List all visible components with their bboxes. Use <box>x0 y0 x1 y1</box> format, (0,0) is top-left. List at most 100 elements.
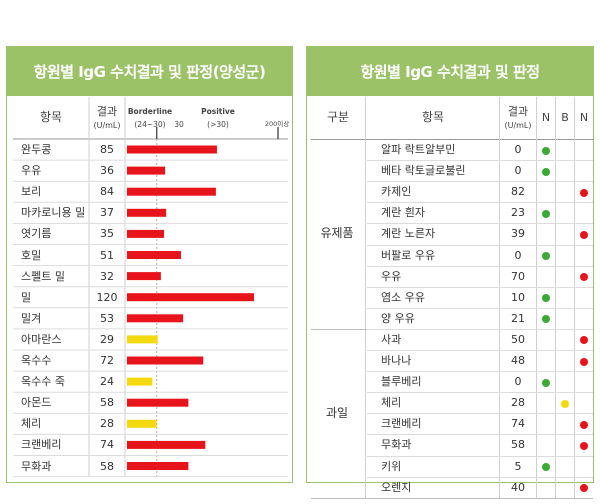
item-label: 사과 <box>381 332 402 346</box>
result-dot <box>542 252 550 261</box>
category-label: 엿기름 <box>21 227 52 241</box>
tick-30-label: 30 <box>174 120 184 129</box>
n-header-1: N <box>541 111 551 124</box>
value-label: 85 <box>100 143 114 156</box>
item-header-right: 항목 <box>421 110 445 124</box>
header-divider <box>311 139 593 140</box>
borderline-range: (24~30) <box>134 120 166 129</box>
result-dot <box>580 357 588 366</box>
item-label: 오렌지 <box>381 480 412 494</box>
value-label: 58 <box>100 459 114 473</box>
row-divider <box>367 350 593 351</box>
result-header-right-line2: (U/mL) <box>504 121 532 130</box>
data-bar <box>127 166 166 175</box>
column-divider <box>499 97 500 498</box>
item-label: 우유 <box>381 269 402 283</box>
item-label: 블루베리 <box>381 375 422 389</box>
value-label: 74 <box>511 417 525 431</box>
value-label: 0 <box>514 375 522 389</box>
igg-positive-chart-panel: 항원별 IgG 수치결과 및 판정(양성군) 항목 결과 (U/mL) Bord… <box>6 46 293 483</box>
value-label: 0 <box>514 248 522 262</box>
result-dot <box>580 336 588 345</box>
value-label: 53 <box>100 311 114 325</box>
item-label: 체리 <box>381 396 402 410</box>
value-label: 36 <box>100 164 114 178</box>
bar-chart <box>13 97 288 478</box>
value-label: 32 <box>100 269 114 283</box>
result-dot <box>542 315 550 324</box>
category-label: 옥수수 <box>21 354 52 367</box>
value-label: 10 <box>511 290 525 304</box>
value-label: 58 <box>511 438 525 452</box>
result-dot <box>580 484 588 493</box>
data-bar <box>127 462 189 470</box>
item-label: 무화과 <box>381 438 412 452</box>
item-label: 염소 우유 <box>381 290 425 304</box>
data-bar <box>127 398 189 407</box>
result-header-right-line1: 결과 <box>507 105 529 118</box>
result-dot <box>542 463 550 472</box>
value-label: 74 <box>100 438 114 452</box>
item-header: 항목 <box>39 110 63 124</box>
category-label: 보리 <box>21 185 42 199</box>
category-label: 무화과 <box>21 459 52 473</box>
category-label: 아몬드 <box>21 396 52 410</box>
result-dot <box>580 441 588 450</box>
result-dot <box>580 188 588 197</box>
category-label: 호밀 <box>21 248 42 262</box>
column-divider <box>365 97 366 498</box>
value-label: 40 <box>511 480 525 494</box>
category-label: 우유 <box>21 164 42 178</box>
b-header: B <box>561 111 569 124</box>
category-label: 완두콩 <box>21 143 52 156</box>
row-divider <box>367 371 593 373</box>
item-label: 양 우유 <box>381 311 415 325</box>
value-label: 0 <box>514 143 522 156</box>
value-label: 70 <box>511 269 525 283</box>
data-bar <box>127 251 181 259</box>
value-label: 23 <box>511 206 525 220</box>
data-bar <box>127 229 165 238</box>
category-label: 스펠트 밀 <box>21 269 65 283</box>
row-divider <box>367 265 593 267</box>
data-bar <box>127 419 157 428</box>
result-header-line1: 결과 <box>96 105 118 118</box>
row-divider <box>367 392 593 394</box>
value-label: 48 <box>511 354 525 367</box>
category-label: 체리 <box>21 417 42 431</box>
value-label: 39 <box>511 227 525 241</box>
item-label: 계란 노른자 <box>381 227 436 241</box>
item-label: 계란 흰자 <box>381 206 425 220</box>
item-label: 버팔로 우유 <box>381 248 436 262</box>
group-label: 과일 <box>325 405 349 420</box>
item-label: 바나나 <box>381 354 412 367</box>
item-label: 알파 락트알부민 <box>381 143 456 156</box>
value-label: 120 <box>96 290 118 304</box>
result-header-line2: (U/mL) <box>93 121 121 130</box>
row-divider <box>367 455 593 457</box>
value-label: 50 <box>511 332 525 346</box>
data-bar <box>127 272 161 281</box>
result-dot <box>542 146 550 155</box>
value-label: 24 <box>100 375 114 389</box>
row-divider <box>367 244 593 246</box>
value-label: 72 <box>100 354 114 367</box>
item-label: 베타 락토글로불린 <box>381 164 466 178</box>
row-divider <box>367 223 593 225</box>
value-label: 35 <box>100 227 114 241</box>
row-divider <box>367 307 593 309</box>
value-label: 84 <box>100 185 114 199</box>
data-bar <box>127 187 216 196</box>
result-dot <box>542 378 550 387</box>
result-dot <box>542 294 550 303</box>
positive-range: (>30) <box>207 120 229 129</box>
row-divider <box>367 476 593 478</box>
result-dot <box>580 230 588 239</box>
value-label: 51 <box>100 248 114 262</box>
igg-result-table-panel: 항원별 IgG 수치결과 및 판정 구분 항목 결과 (U/mL) N B N … <box>306 46 594 499</box>
column-divider <box>574 97 575 498</box>
row-divider <box>367 181 593 183</box>
item-label: 카제인 <box>381 185 412 199</box>
data-bar <box>127 208 167 217</box>
category-label: 크랜베리 <box>21 438 62 452</box>
